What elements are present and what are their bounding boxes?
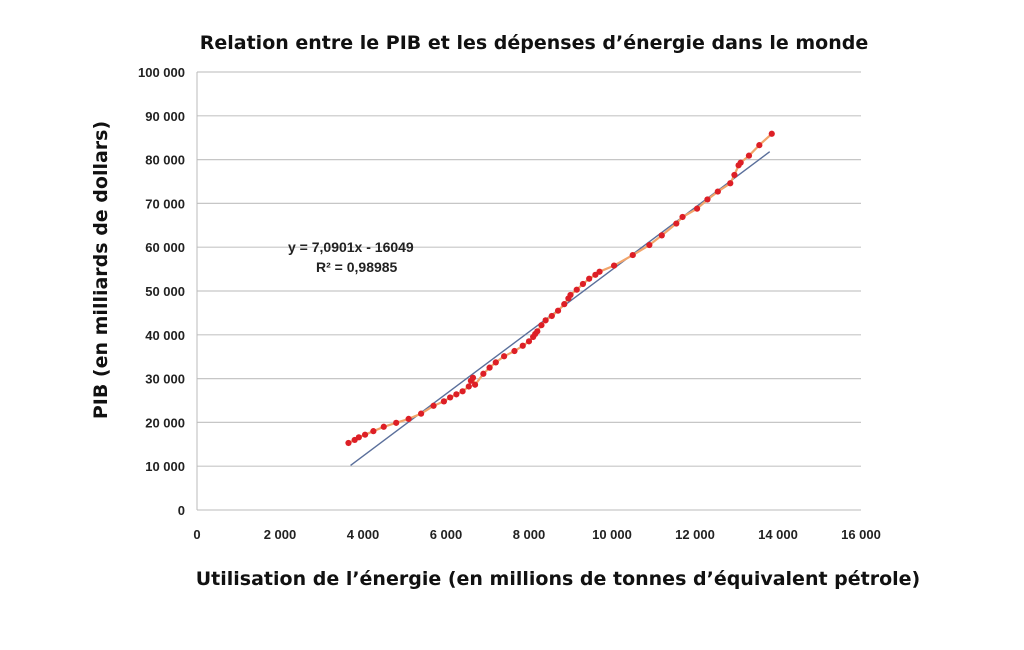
data-point (380, 423, 387, 430)
y-tick-label: 60 000 (145, 240, 185, 255)
y-tick-label: 30 000 (145, 372, 185, 387)
y-tick-label: 0 (178, 503, 185, 518)
y-tick-label: 70 000 (145, 196, 185, 211)
equation-annotation: y = 7,0901x - 16049 (288, 239, 414, 255)
tick-layer: 0 10 000 20 000 30 000 40 000 50 000 60 000 70 … (138, 65, 881, 542)
data-point (610, 262, 618, 269)
data-point (511, 347, 518, 355)
y-tick-label: 80 000 (145, 153, 185, 168)
data-point (370, 428, 377, 435)
data-point (430, 402, 437, 409)
x-tick-label: 10 000 (592, 527, 632, 542)
data-point (573, 286, 580, 293)
data-point (567, 291, 574, 299)
x-tick-label: 4 000 (347, 527, 380, 542)
x-tick-label: 8 000 (513, 527, 546, 542)
data-point (361, 431, 369, 438)
grid-layer (196, 71, 861, 511)
data-point (646, 241, 653, 249)
data-point (737, 159, 744, 166)
data-point (440, 398, 448, 405)
data-point (459, 388, 466, 395)
y-tick-label: 20 000 (145, 415, 185, 430)
data-point (679, 213, 686, 221)
series-layer (345, 130, 775, 447)
data-point (393, 419, 400, 426)
data-point (492, 359, 499, 366)
y-tick-label: 40 000 (145, 328, 185, 343)
x-tick-label: 12 000 (675, 527, 715, 542)
data-point (471, 381, 479, 388)
data-point (673, 220, 680, 227)
data-point (542, 317, 549, 324)
data-point (768, 130, 775, 137)
data-point (727, 180, 734, 187)
data-point (745, 152, 753, 159)
data-point (629, 251, 636, 259)
x-tick-label: 14 000 (758, 527, 798, 542)
data-point (447, 394, 454, 401)
data-point (658, 232, 665, 239)
series-line (348, 132, 773, 444)
data-point (756, 142, 763, 149)
data-point (469, 374, 477, 381)
data-point (538, 322, 545, 329)
x-tick-label: 16 000 (841, 527, 881, 542)
data-point (534, 328, 541, 335)
data-point (579, 280, 587, 288)
x-tick-label: 2 000 (264, 527, 297, 542)
data-point (714, 188, 721, 195)
data-point (501, 353, 508, 360)
data-point (548, 312, 555, 320)
y-tick-label: 10 000 (145, 459, 185, 474)
x-tick-label: 0 (193, 527, 200, 542)
data-point (596, 268, 603, 275)
data-point (486, 364, 493, 371)
data-point (554, 307, 562, 314)
data-point (586, 275, 593, 282)
data-point (731, 171, 738, 179)
y-tick-label: 90 000 (145, 109, 185, 124)
data-point (418, 410, 425, 417)
r-squared-annotation: R² = 0,98985 (316, 259, 398, 275)
data-point (355, 434, 362, 441)
chart-title: Relation entre le PIB et les dépenses d’… (200, 32, 869, 54)
x-axis-label: Utilisation de l’énergie (en millions de… (196, 568, 921, 590)
data-point (693, 205, 701, 212)
x-tick-label: 6 000 (430, 527, 463, 542)
data-point (480, 370, 487, 377)
data-point (561, 301, 568, 308)
y-tick-label: 50 000 (145, 284, 185, 299)
data-point (519, 342, 526, 349)
data-point (704, 196, 711, 203)
data-point (405, 415, 412, 422)
data-point (465, 383, 472, 390)
y-tick-label: 100 000 (138, 65, 185, 80)
data-point (525, 338, 533, 345)
data-point (345, 439, 352, 447)
data-point (453, 391, 460, 398)
y-axis-label: PIB (en milliards de dollars) (90, 121, 112, 419)
